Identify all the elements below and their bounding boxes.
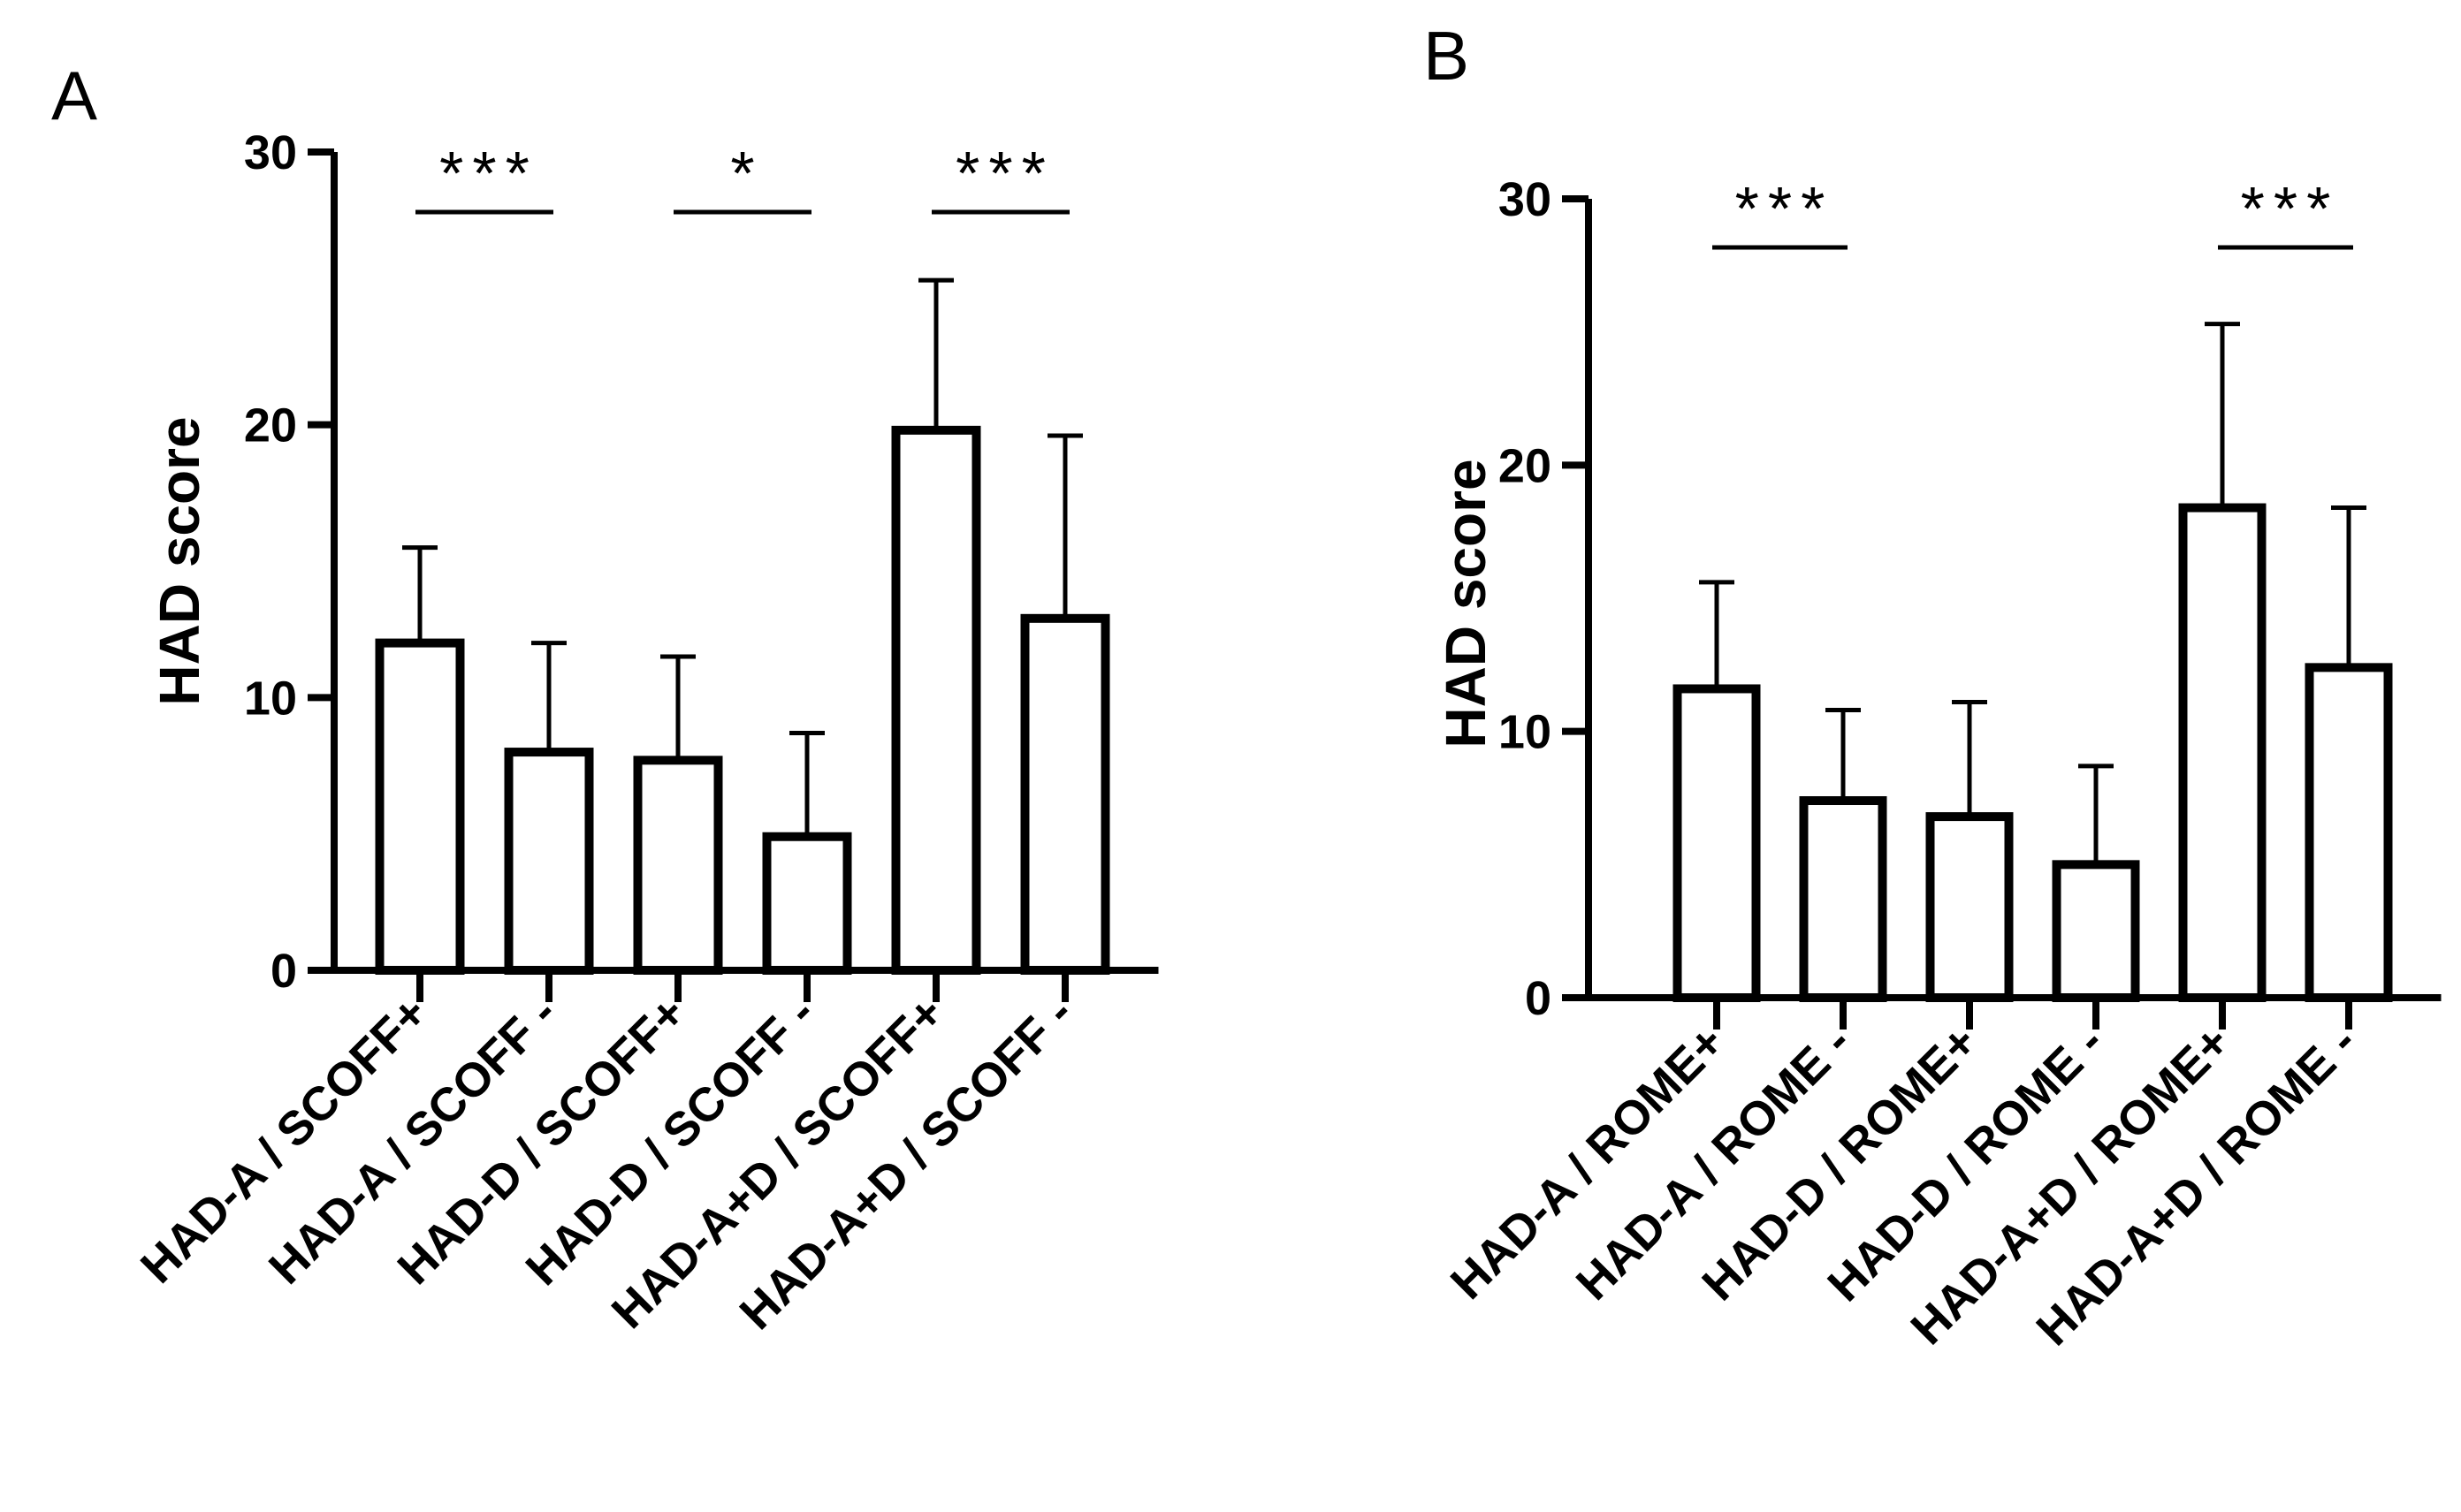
y-tick-label: 0 [1525,972,1551,1025]
bar [891,425,981,975]
y-axis-title: HAD score [1434,459,1497,748]
significance-label: *** [2241,174,2340,243]
bar [2052,860,2140,1002]
significance-label: *** [439,139,538,208]
bar [1925,812,2014,1002]
bar [1020,613,1110,975]
bar [633,756,723,975]
y-tick-label: 10 [1498,706,1551,759]
y-tick-label: 0 [270,945,297,998]
panel-letter: A [51,57,97,134]
y-tick-label: 10 [244,672,297,725]
bar [2305,663,2393,1002]
bar [762,832,852,976]
y-tick-label: 30 [1498,173,1551,226]
panel-letter: B [1423,17,1469,95]
y-tick-label: 20 [244,399,297,452]
y-axis-title: HAD score [148,416,211,705]
significance-label: *** [956,139,1055,208]
bar [1672,684,1761,1002]
bar [504,748,594,975]
bar [2178,503,2267,1002]
bar [1799,796,1887,1002]
y-tick-label: 30 [244,126,297,179]
significance-label: * [730,139,763,208]
bar [375,638,465,975]
significance-label: *** [1735,174,1834,243]
y-tick-label: 20 [1498,439,1551,492]
